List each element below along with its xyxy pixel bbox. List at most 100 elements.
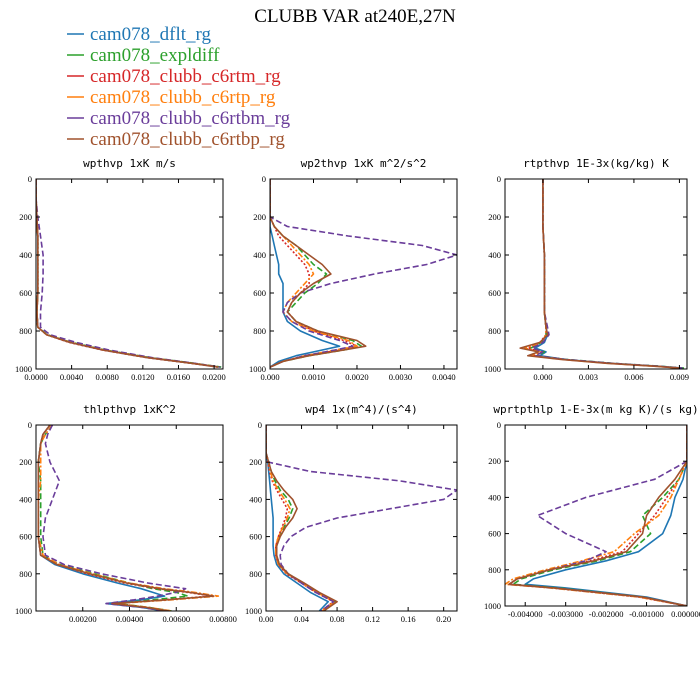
x-tick-label: 0.006 bbox=[624, 372, 643, 382]
y-tick-label: 200 bbox=[488, 456, 501, 466]
series-line bbox=[523, 179, 680, 369]
series-line bbox=[37, 425, 166, 611]
y-tick-label: 400 bbox=[19, 250, 32, 260]
series-line bbox=[531, 179, 683, 369]
plot-frame bbox=[269, 178, 458, 370]
y-tick-label: 600 bbox=[488, 529, 501, 539]
panel-title: rtpthvp 1E-3x(kg/kg) K bbox=[523, 157, 669, 170]
x-tick-label: 0.00200 bbox=[69, 614, 97, 624]
x-tick-label: 0.0040 bbox=[60, 372, 83, 382]
legend-label: cam078_clubb_c6rtbp_rg bbox=[90, 129, 285, 150]
series-line bbox=[37, 425, 189, 611]
series-line bbox=[524, 425, 687, 606]
y-tick-label: 1000 bbox=[484, 364, 501, 374]
series-line bbox=[266, 425, 338, 611]
x-tick-label: 0.0120 bbox=[131, 372, 154, 382]
y-tick-label: 400 bbox=[488, 492, 501, 502]
x-tick-label: 0.16 bbox=[401, 614, 416, 624]
y-tick-label: 0 bbox=[497, 420, 501, 430]
plot-frame bbox=[504, 178, 688, 370]
series-line bbox=[512, 425, 687, 606]
series-line bbox=[266, 425, 335, 611]
y-tick-label: 200 bbox=[488, 212, 501, 222]
y-tick-label: 400 bbox=[249, 494, 262, 504]
y-tick-label: 0 bbox=[262, 174, 266, 184]
x-tick-label: 0.00600 bbox=[162, 614, 190, 624]
y-tick-label: 0 bbox=[497, 174, 501, 184]
x-tick-label: 0.000 bbox=[260, 372, 279, 382]
series-line bbox=[270, 179, 367, 368]
y-tick-label: 800 bbox=[19, 569, 32, 579]
x-tick-label: 0.003 bbox=[579, 372, 598, 382]
x-tick-label: 0.009 bbox=[670, 372, 689, 382]
legend-label: cam078_expldiff bbox=[90, 45, 220, 66]
y-tick-label: 1000 bbox=[249, 364, 266, 374]
y-tick-label: 600 bbox=[19, 288, 32, 298]
x-tick-label: 0.0000 bbox=[24, 372, 47, 382]
panel-title: wpthvp 1xK m/s bbox=[83, 157, 176, 170]
panel-title: wp4 1x(m^4)/(s^4) bbox=[305, 403, 418, 416]
series-line bbox=[36, 179, 221, 368]
y-tick-label: 200 bbox=[253, 212, 266, 222]
x-tick-label: -0.001000 bbox=[629, 609, 664, 619]
y-tick-label: 200 bbox=[19, 212, 32, 222]
y-tick-label: 1000 bbox=[484, 601, 501, 611]
x-tick-label: 0.0020 bbox=[345, 372, 368, 382]
x-tick-label: 0.0040 bbox=[432, 372, 455, 382]
y-tick-label: 600 bbox=[253, 288, 266, 298]
series-line bbox=[508, 425, 687, 606]
chart-panel: thlpthvp 1xK^2 0 200 400 600 800 1000 0.00200 0.… bbox=[15, 403, 237, 624]
y-tick-label: 400 bbox=[19, 494, 32, 504]
y-tick-label: 800 bbox=[253, 326, 266, 336]
y-tick-label: 600 bbox=[249, 532, 262, 542]
series-line bbox=[270, 179, 457, 368]
chart-panel: rtpthvp 1E-3x(kg/kg) K 0 200 400 600 800 1000 0… bbox=[484, 157, 689, 382]
series-line bbox=[36, 179, 219, 368]
chart-panel: wprtpthlp 1-E-3x(m kg K)/(s kg) 0 200 400 60… bbox=[484, 403, 700, 619]
y-tick-label: 800 bbox=[19, 326, 32, 336]
y-tick-label: 800 bbox=[488, 326, 501, 336]
series-line bbox=[266, 425, 336, 611]
x-tick-label: 0.12 bbox=[365, 614, 380, 624]
series-line bbox=[505, 425, 687, 606]
panel-title: wprtpthlp 1-E-3x(m kg K)/(s kg) bbox=[493, 403, 698, 416]
x-tick-label: 0.20 bbox=[436, 614, 451, 624]
x-tick-label: 0.00400 bbox=[116, 614, 144, 624]
panel-title: thlpthvp 1xK^2 bbox=[83, 403, 176, 416]
x-tick-label: 0.000 bbox=[533, 372, 552, 382]
x-tick-label: 0.0010 bbox=[302, 372, 325, 382]
y-tick-label: 0 bbox=[28, 174, 32, 184]
x-tick-label: 0.00800 bbox=[209, 614, 237, 624]
x-tick-label: -0.004000 bbox=[508, 609, 543, 619]
x-tick-label: 0.0030 bbox=[389, 372, 412, 382]
y-tick-label: 400 bbox=[253, 250, 266, 260]
x-tick-label: 0.000000 bbox=[671, 609, 700, 619]
y-tick-label: 800 bbox=[488, 565, 501, 575]
y-tick-label: 400 bbox=[488, 250, 501, 260]
y-tick-label: 0 bbox=[28, 420, 32, 430]
y-tick-label: 600 bbox=[488, 288, 501, 298]
x-tick-label: 0.0200 bbox=[202, 372, 225, 382]
y-tick-label: 200 bbox=[19, 457, 32, 467]
x-tick-label: 0.04 bbox=[294, 614, 310, 624]
series-line bbox=[42, 425, 187, 611]
series-line bbox=[37, 425, 215, 611]
panel-title: wp2thvp 1xK m^2/s^2 bbox=[301, 157, 427, 170]
series-line bbox=[519, 179, 680, 369]
x-tick-label: 0.0160 bbox=[167, 372, 190, 382]
figure-title: CLUBB VAR at240E,27N bbox=[254, 6, 456, 27]
y-tick-label: 800 bbox=[249, 569, 262, 579]
legend-label: cam078_dflt_rg bbox=[90, 24, 212, 45]
x-tick-label: -0.003000 bbox=[548, 609, 583, 619]
y-tick-label: 200 bbox=[249, 457, 262, 467]
y-tick-label: 1000 bbox=[15, 364, 32, 374]
x-tick-label: -0.002000 bbox=[589, 609, 624, 619]
x-tick-label: 0.08 bbox=[330, 614, 345, 624]
chart-panel: wp2thvp 1xK m^2/s^2020040060080010000.00… bbox=[249, 157, 458, 382]
x-tick-label: 0.0080 bbox=[96, 372, 119, 382]
y-tick-label: 1000 bbox=[245, 606, 262, 616]
series-line bbox=[534, 179, 683, 369]
